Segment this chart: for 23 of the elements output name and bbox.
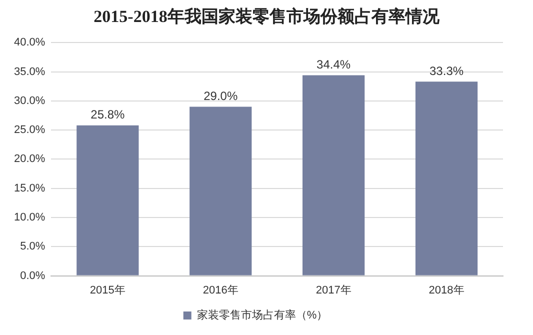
y-tick-label: 5.0% bbox=[20, 240, 46, 253]
bar bbox=[190, 106, 252, 276]
y-tick-label: 10.0% bbox=[14, 212, 46, 224]
data-label: 33.3% bbox=[430, 64, 464, 78]
x-tick-label: 2016年 bbox=[202, 284, 238, 296]
bar bbox=[415, 82, 478, 276]
x-tick-label: 2015年 bbox=[90, 284, 126, 296]
x-tick-label: 2018年 bbox=[428, 284, 464, 296]
bar bbox=[76, 125, 139, 276]
legend-label: 家装零售市场占有率（%） bbox=[196, 308, 328, 322]
data-label: 25.8% bbox=[90, 108, 126, 122]
x-tick-label: 2017年 bbox=[316, 284, 352, 296]
y-tick-label: 25.0% bbox=[14, 124, 46, 136]
y-tick-label: 0.0% bbox=[20, 270, 46, 282]
y-tick-label: 30.0% bbox=[14, 94, 46, 107]
y-tick-label: 35.0% bbox=[14, 66, 46, 78]
chart-title: 2015-2018年我国家装零售市场份额占有率情况 bbox=[92, 6, 440, 28]
y-tick-label: 15.0% bbox=[14, 182, 46, 194]
data-label: 34.4% bbox=[316, 58, 351, 72]
y-tick-label: 40.0% bbox=[14, 36, 46, 49]
bar bbox=[302, 75, 365, 276]
data-label: 29.0% bbox=[204, 89, 238, 104]
y-tick-label: 20.0% bbox=[14, 153, 46, 166]
